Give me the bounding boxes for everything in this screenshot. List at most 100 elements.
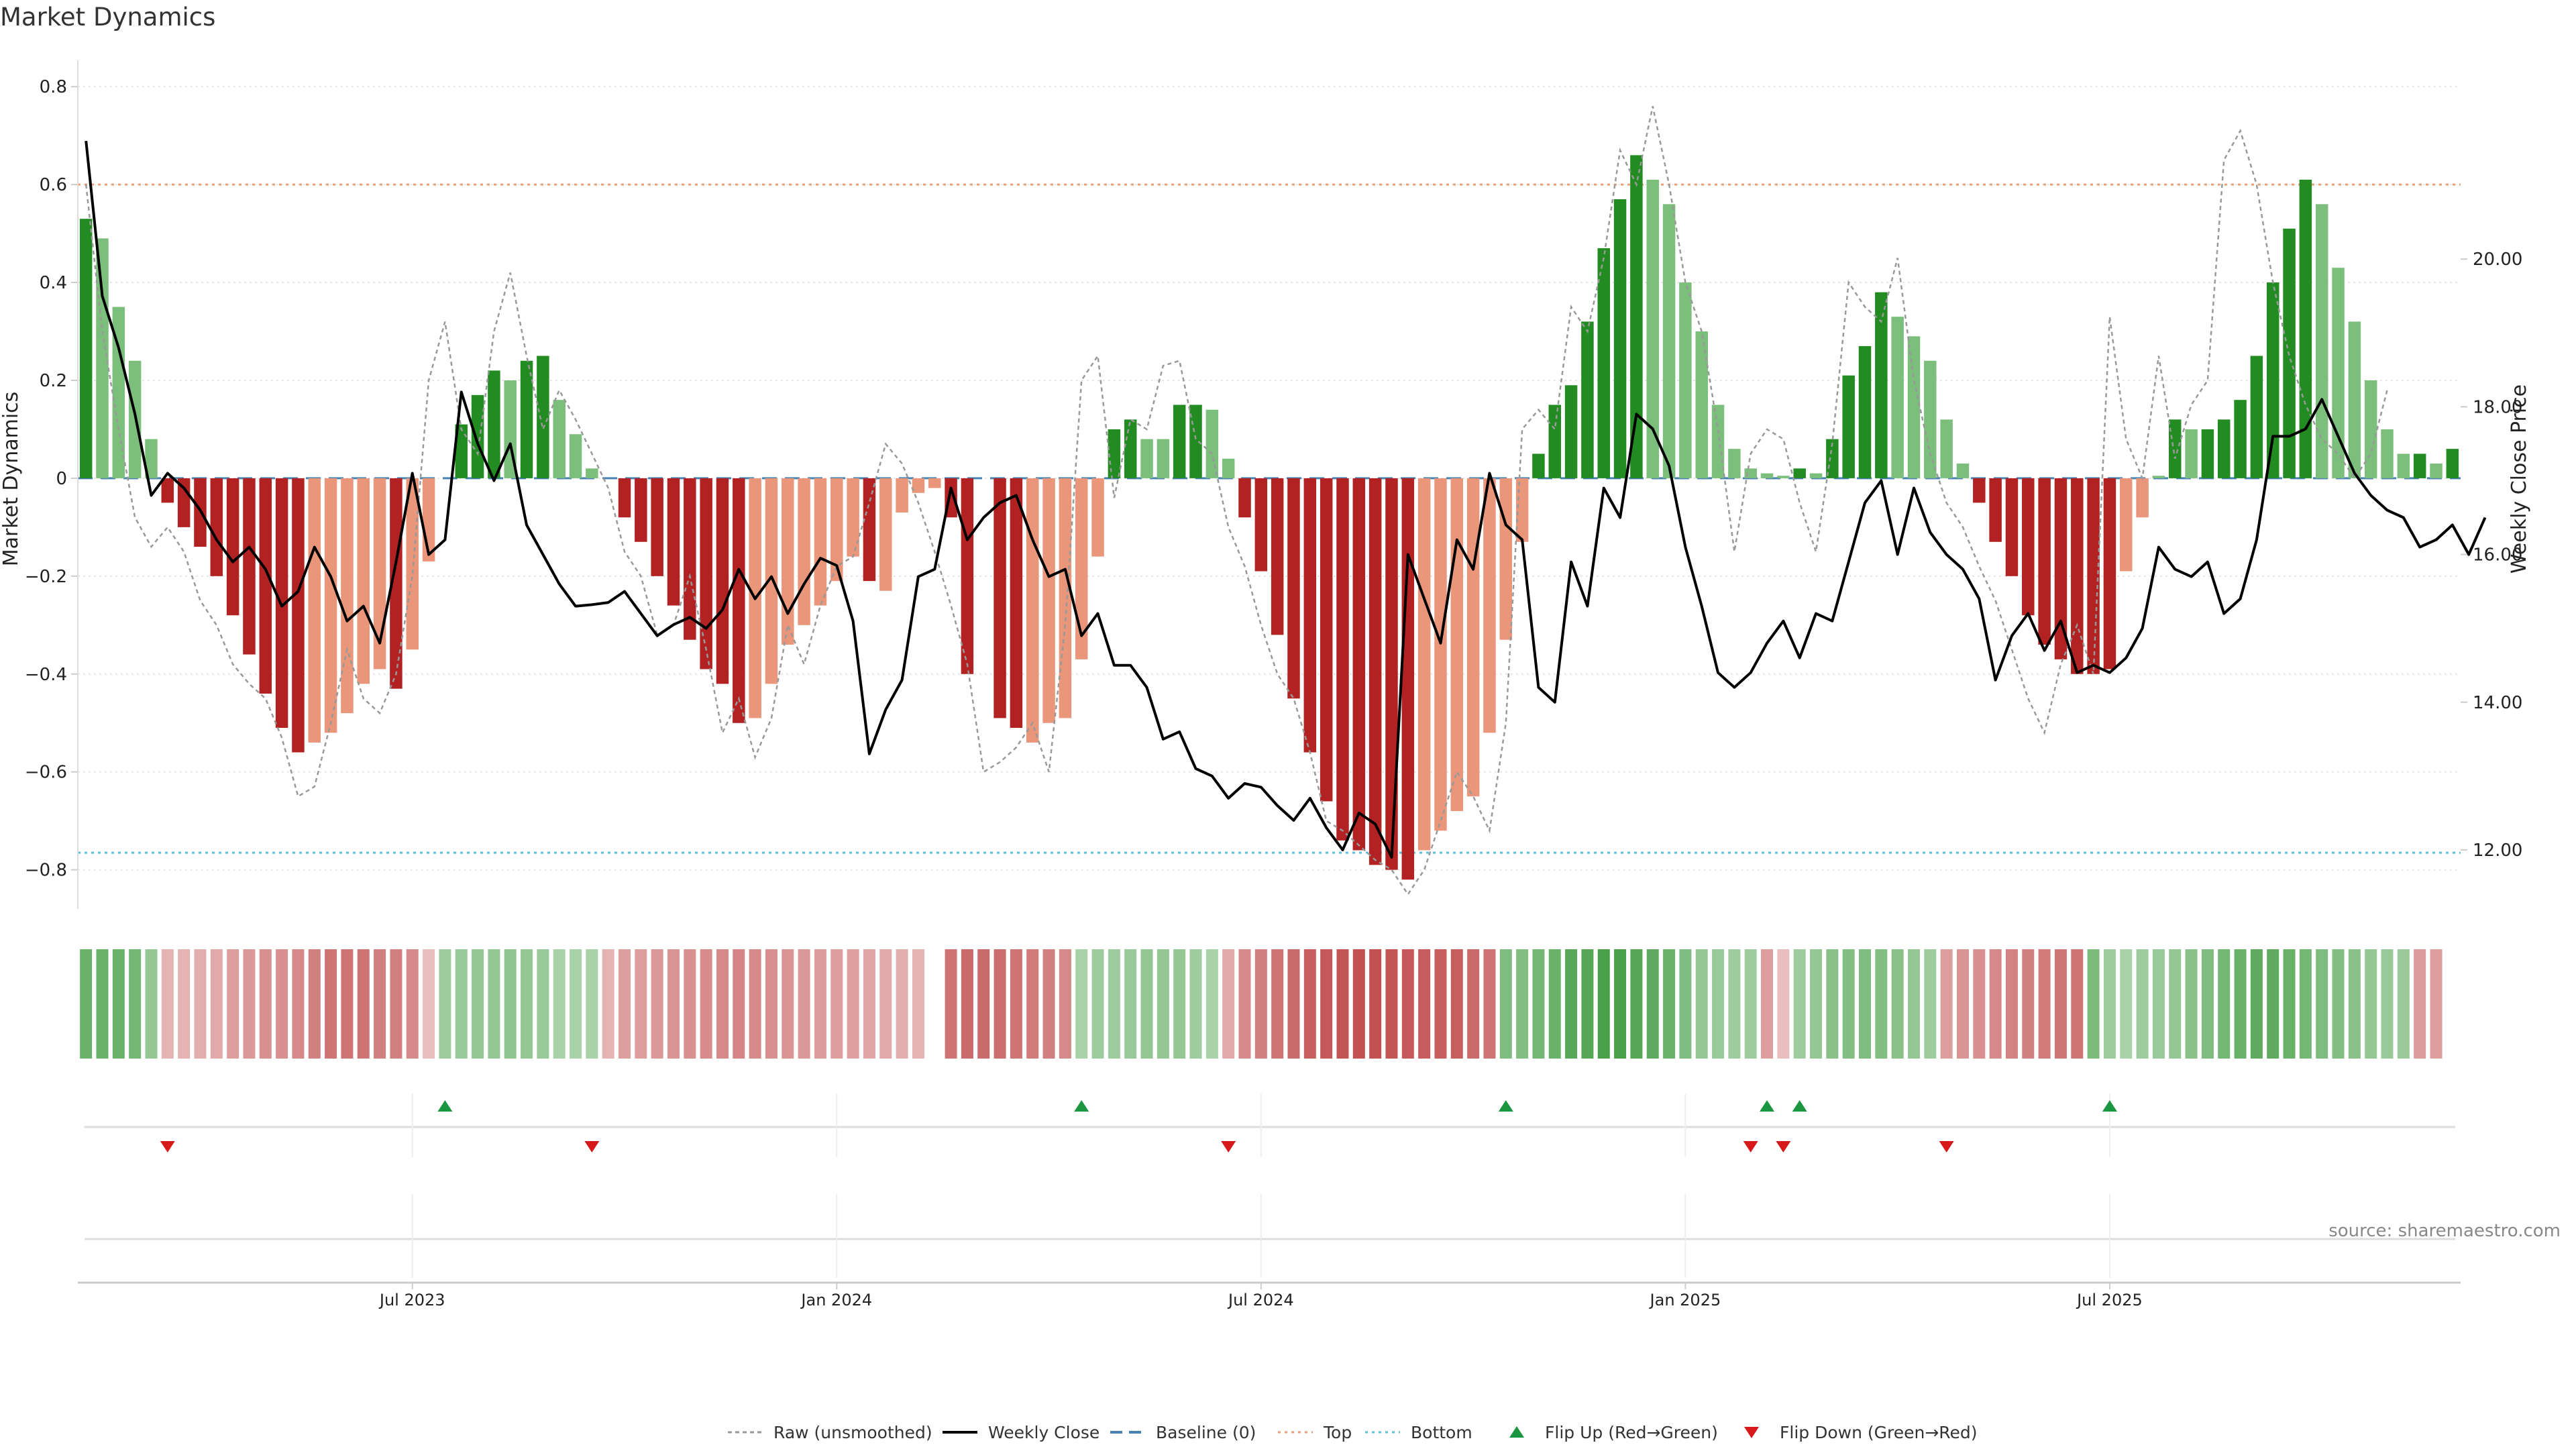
legend-swatch bbox=[1744, 1427, 1759, 1438]
gradient-cell bbox=[243, 949, 256, 1059]
dynamics-bar bbox=[488, 370, 500, 478]
dynamics-bar bbox=[2103, 478, 2116, 669]
gradient-cell bbox=[651, 949, 663, 1059]
legend-item-flip_up: Flip Up (Red→Green) bbox=[1509, 1423, 1718, 1442]
x-tick-label: Jul 2025 bbox=[2076, 1291, 2143, 1309]
gradient-cell bbox=[716, 949, 729, 1059]
gradient-cell bbox=[994, 949, 1006, 1059]
dynamics-bar bbox=[1042, 478, 1055, 723]
dynamics-bar bbox=[324, 478, 337, 733]
dynamics-bar bbox=[1907, 336, 1921, 478]
gradient-cell bbox=[2071, 949, 2084, 1059]
dynamics-bar bbox=[586, 468, 598, 478]
gradient-cell bbox=[276, 949, 288, 1059]
dynamics-bar bbox=[1157, 439, 1170, 478]
flip-down-marker bbox=[1776, 1141, 1791, 1152]
gradient-cell bbox=[1254, 949, 1267, 1059]
legend-label: Flip Up (Red→Green) bbox=[1545, 1423, 1718, 1442]
dynamics-bar bbox=[2022, 478, 2035, 616]
dynamics-bar bbox=[814, 478, 827, 606]
gradient-cell bbox=[374, 949, 386, 1059]
dynamics-bar bbox=[2364, 380, 2377, 478]
gradient-cell bbox=[1434, 949, 1447, 1059]
gradient-cell bbox=[178, 949, 191, 1059]
y-left-tick-label: 0.8 bbox=[40, 77, 67, 97]
dynamics-bar bbox=[2413, 453, 2426, 478]
gradient-cell bbox=[1467, 949, 1480, 1059]
gradient-cell bbox=[1173, 949, 1186, 1059]
gradient-cell bbox=[798, 949, 810, 1059]
dynamics-bar bbox=[1352, 478, 1366, 851]
dynamics-bar bbox=[96, 238, 109, 478]
dynamics-bar bbox=[1809, 473, 1823, 478]
gradient-cell bbox=[896, 949, 908, 1059]
x-tick-label: Jan 2025 bbox=[1649, 1291, 1721, 1309]
gradient-cell bbox=[2087, 949, 2100, 1059]
gradient-cell bbox=[945, 949, 957, 1059]
x-axis: Jul 2023 Jan 2024 Jul 2024 Jan 2025 Jul 2025 bbox=[78, 1281, 2461, 1309]
dynamics-bar bbox=[1010, 478, 1023, 729]
dynamics-bar bbox=[879, 478, 892, 591]
gradient-cell bbox=[227, 949, 239, 1059]
gradient-cell bbox=[1989, 949, 2002, 1059]
gradient-cell bbox=[406, 949, 419, 1059]
dynamics-bar bbox=[684, 478, 696, 640]
dynamics-bar bbox=[1679, 282, 1692, 478]
gradient-cell bbox=[439, 949, 451, 1059]
dynamics-bar bbox=[243, 478, 256, 655]
dynamics-bar bbox=[928, 478, 941, 488]
dynamics-bar bbox=[847, 478, 859, 557]
dynamics-bar bbox=[1956, 464, 1970, 478]
dynamics-bar bbox=[2250, 356, 2263, 478]
reference-lines bbox=[78, 183, 2461, 854]
gradient-cell bbox=[1303, 949, 1316, 1059]
dynamics-bar bbox=[1973, 478, 1986, 503]
gradient-cell bbox=[749, 949, 761, 1059]
gradient-cell bbox=[2120, 949, 2133, 1059]
gradient-cell bbox=[1548, 949, 1561, 1059]
gradient-cell bbox=[308, 949, 321, 1059]
legend: Raw (unsmoothed) Weekly Close Baseline (0)… bbox=[728, 1423, 1978, 1442]
gradient-cell bbox=[1858, 949, 1872, 1059]
gradient-cell bbox=[472, 949, 484, 1059]
gradient-cell bbox=[1075, 949, 1088, 1059]
dynamics-bar bbox=[1483, 478, 1496, 733]
dynamics-bar bbox=[896, 478, 908, 513]
gradient-cell bbox=[2152, 949, 2165, 1059]
gradient-cell bbox=[553, 949, 566, 1059]
gradient-cell bbox=[1287, 949, 1300, 1059]
gradient-cell bbox=[1026, 949, 1039, 1059]
x-tick-label: Jan 2024 bbox=[800, 1291, 872, 1309]
dynamics-bar bbox=[700, 478, 712, 669]
dynamics-bar bbox=[1875, 292, 1888, 478]
flip-up-marker bbox=[1760, 1100, 1775, 1112]
dynamics-bar bbox=[2005, 478, 2019, 576]
gradient-cell bbox=[1401, 949, 1414, 1059]
dynamics-bar bbox=[2234, 400, 2247, 478]
flip-up-marker bbox=[2102, 1100, 2117, 1112]
gradient-cell bbox=[1124, 949, 1137, 1059]
gradient-cell bbox=[1810, 949, 1823, 1059]
gradient-cell bbox=[2267, 949, 2279, 1059]
flip-up-marker bbox=[1074, 1100, 1089, 1112]
gradient-cell bbox=[504, 949, 517, 1059]
dynamics-bar bbox=[765, 478, 778, 684]
gradient-cell bbox=[733, 949, 745, 1059]
dynamics-bar bbox=[2332, 268, 2345, 478]
gradient-cell bbox=[1516, 949, 1529, 1059]
dynamics-bar bbox=[226, 478, 239, 616]
dynamics-bar bbox=[2169, 419, 2182, 478]
weekly-close-line bbox=[85, 140, 2487, 859]
gradient-cell bbox=[1499, 949, 1512, 1059]
y-left-tick-label: −0.8 bbox=[25, 861, 67, 881]
dynamics-bar bbox=[2038, 478, 2051, 645]
dynamics-bar bbox=[1548, 405, 1561, 478]
dynamics-bar bbox=[455, 424, 468, 478]
dynamics-bar bbox=[2120, 478, 2133, 572]
dynamics-bar bbox=[1564, 385, 1578, 478]
y-right-tick-label: 12.00 bbox=[2473, 841, 2522, 861]
gradient-cell bbox=[1940, 949, 1953, 1059]
gradient-cell bbox=[2038, 949, 2051, 1059]
dynamics-bar bbox=[1466, 478, 1480, 797]
dynamics-bar bbox=[912, 478, 925, 493]
